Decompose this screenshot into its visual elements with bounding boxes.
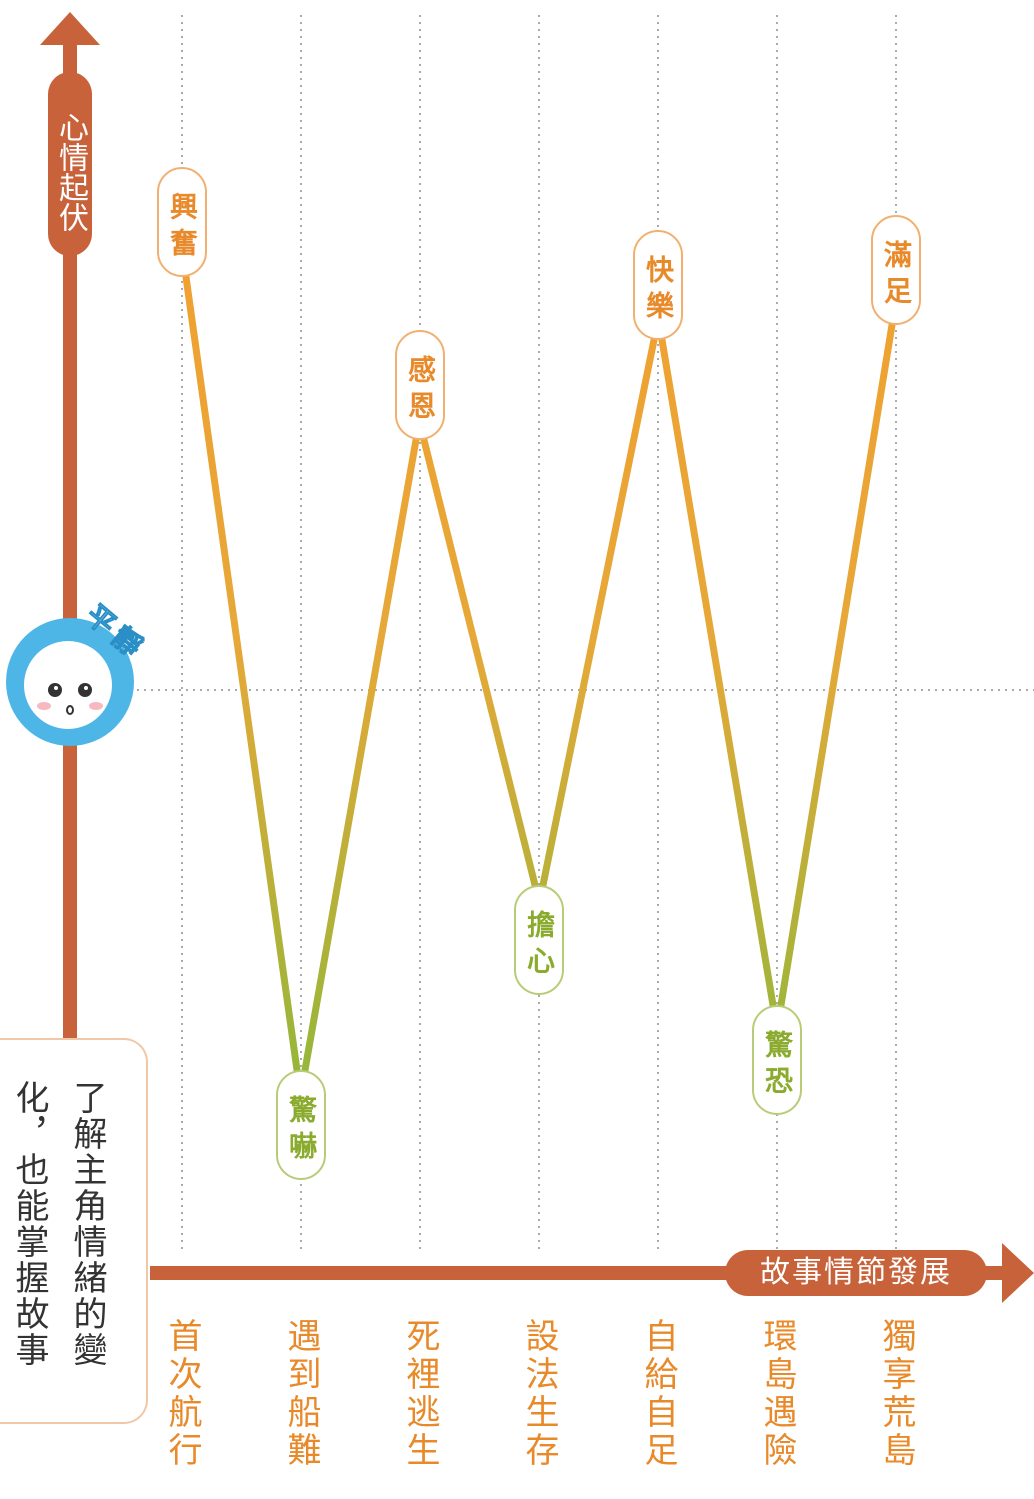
stage-label: 死裡逃生 (398, 1318, 442, 1470)
stage-label: 遇到船難 (279, 1318, 323, 1470)
x-axis-label: 故事情節發展 (725, 1250, 987, 1296)
stage-label: 環島遇險 (755, 1318, 799, 1470)
calm-badge: 平靜 (6, 598, 153, 746)
emotion-line (781, 325, 892, 1005)
emotion-label: 驚嚇 (276, 1070, 326, 1180)
emotion-label: 驚恐 (752, 1005, 802, 1115)
emotion-line (662, 340, 773, 1005)
emotion-label: 擔心 (514, 885, 564, 995)
emotion-label: 快樂 (633, 230, 683, 340)
note-box: 了解主角情緒的變化，也能掌握故事 (0, 1038, 148, 1424)
emotion-label: 滿足 (871, 215, 921, 325)
emotion-line (543, 340, 654, 885)
x-axis-arrow (1002, 1243, 1034, 1303)
emotion-label: 感恩 (395, 330, 445, 440)
note-text: 了解主角情緒的變化，也能掌握故事 (0, 1080, 116, 1410)
emotion-line (305, 440, 416, 1070)
emotion-chart: 平靜 心情起伏 故事情節發展 了解主角情緒的變化，也能掌握故事 首次航行 遇到船難… (0, 0, 1034, 1499)
stage-label: 獨享荒島 (874, 1318, 918, 1470)
emotion-label: 興奮 (157, 167, 207, 277)
stage-label: 設法生存 (517, 1318, 561, 1470)
stage-label: 首次航行 (160, 1318, 204, 1470)
y-axis-arrow (40, 12, 100, 45)
y-axis-label: 心情起伏 (48, 72, 92, 256)
stage-label: 自給自足 (636, 1318, 680, 1470)
emotion-line (424, 440, 535, 885)
emotion-line (186, 277, 297, 1070)
